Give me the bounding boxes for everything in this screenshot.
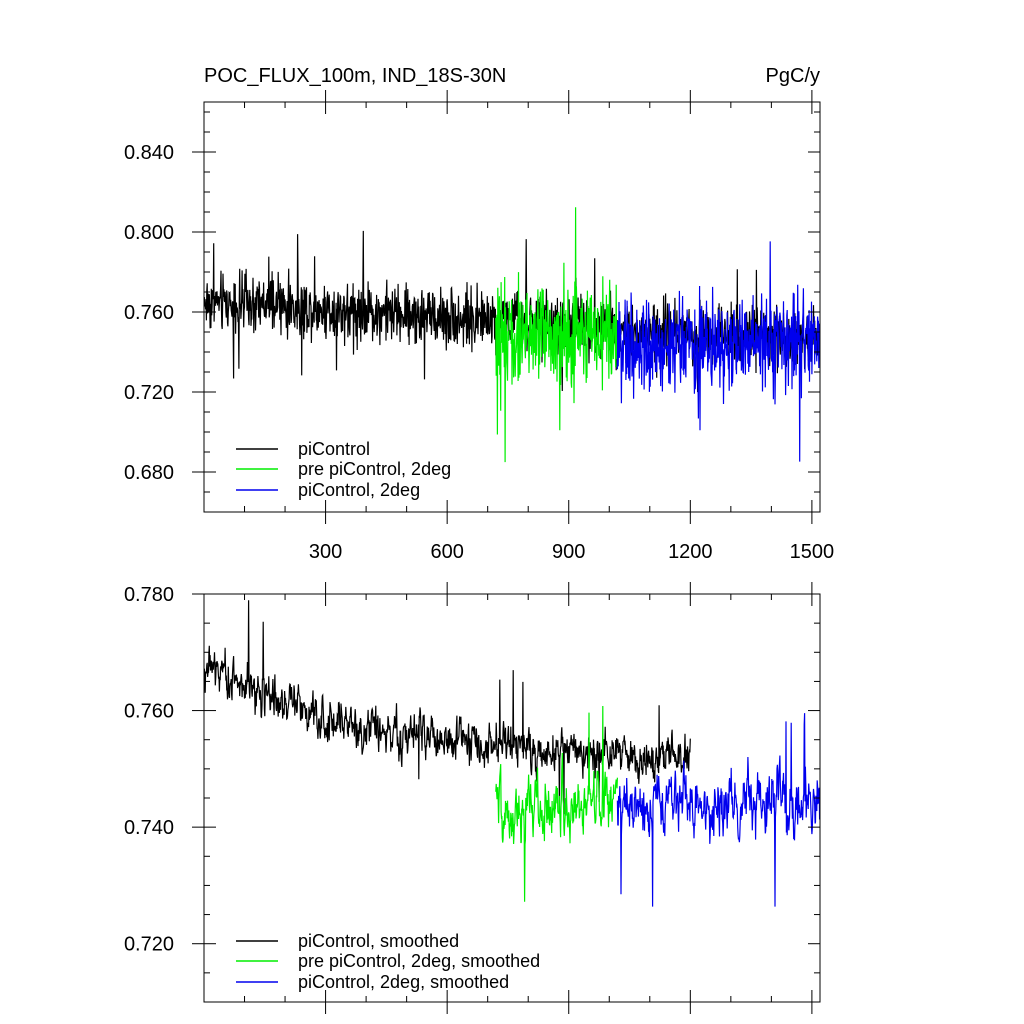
- x-tick-label: 1500: [790, 541, 835, 563]
- x-tick-label: 1200: [668, 541, 713, 563]
- x-tick-label: 900: [552, 541, 585, 563]
- legend-label: piControl, smoothed: [298, 931, 459, 951]
- chart-title: POC_FLUX_100m, IND_18S-30N: [204, 65, 506, 87]
- legend-label: piControl, 2deg, smoothed: [298, 972, 509, 992]
- y-tick-label: 0.780: [124, 584, 174, 606]
- y-tick-label: 0.760: [124, 302, 174, 324]
- y-tick-label: 0.720: [124, 382, 174, 404]
- y-tick-label: 0.800: [124, 222, 174, 244]
- series-line-0: [204, 600, 691, 815]
- chart-units: PgC/y: [766, 65, 820, 87]
- y-tick-label: 0.740: [124, 817, 174, 839]
- top-panel: 0.680 0.720 0.760 0.800 0.840 300 600 900 1200 15…: [124, 65, 834, 563]
- y-tick-label: 0.680: [124, 462, 174, 484]
- y-tick-label: 0.840: [124, 142, 174, 164]
- x-tick-label: 600: [430, 541, 463, 563]
- series-line-1: [495, 705, 618, 902]
- legend-label: pre piControl, 2deg, smoothed: [298, 951, 540, 971]
- series-line-2: [616, 241, 820, 462]
- plot-area: [204, 600, 820, 907]
- legend-label: piControl: [298, 439, 370, 459]
- y-tick-label: 0.760: [124, 701, 174, 723]
- series-line-1: [495, 207, 618, 463]
- plot-area: [204, 207, 820, 463]
- y-tick-label: 0.720: [124, 934, 174, 956]
- legend-label: piControl, 2deg: [298, 480, 420, 500]
- series-line-2: [616, 713, 820, 907]
- plot-frame: [203, 101, 821, 513]
- legend-label: pre piControl, 2deg: [298, 459, 451, 479]
- x-tick-label: 300: [309, 541, 342, 563]
